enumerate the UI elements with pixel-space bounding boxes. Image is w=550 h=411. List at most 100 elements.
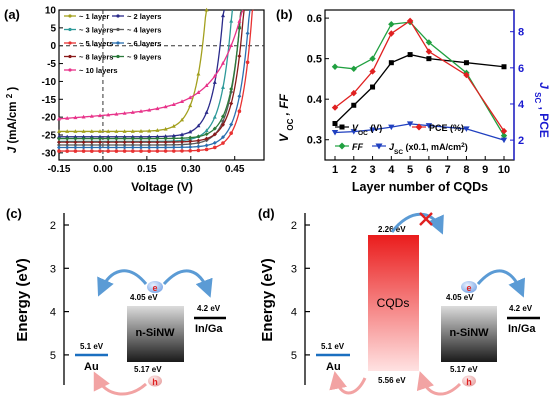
panel-a-curve-marker [237,109,242,113]
panel-a-curve-marker [229,101,234,106]
panel-a-curve-marker [139,136,143,141]
panel-d-blocked-cross-icon [419,212,433,226]
panel-b-ytick-right-label: 4 [518,99,525,111]
panel-b-series-marker [369,55,376,62]
panel-d-hole [462,375,476,387]
panel-b-series-marker [425,48,433,55]
panel-a-curve-marker [81,143,86,148]
panel-d-cb-value: 4.05 eV [446,293,474,302]
panel-d-blocked-electron-arrow [390,212,444,235]
panel-a-curve-marker [171,140,176,145]
panel-a-curve-marker [172,149,176,153]
panel-b-series-marker [331,104,339,111]
panel-a-legend-entry: ~ 4 layers [127,26,161,35]
panel-d-cqd-label: CQDs [377,296,410,310]
panel-d-tick-label: 5 [291,350,297,362]
panel-b-ytick-left-label: 0.6 [307,13,322,25]
panel-b-series-marker [369,127,376,133]
panel-a-curve-marker [163,140,168,145]
panel-a-ytick-label: -25 [42,131,57,142]
panel-b-series-marker [331,130,339,136]
panel-b-ylabel-right-tail: , PCE [537,107,550,138]
panel-a-legend-marker [68,54,72,59]
panel-a-curve-marker [196,90,201,94]
panel-d-sinw-label: n-SiNW [449,327,489,339]
panel-a-curve-marker [147,145,152,150]
panel-a-curve-marker [147,107,152,112]
panel-d-inga-value: 4.2 eV [509,304,533,313]
panel-a-curve-marker [73,115,78,120]
panel-a-curve-marker [73,145,78,150]
panel-a-curve-marker [122,129,127,133]
panel-c-electron-arrow-right [162,269,213,298]
panel-a-curve-marker [221,141,225,145]
panel-a-curve-marker [229,43,234,48]
panel-b-ylabel-left-tail: , FF [277,93,291,116]
panel-a-curve-marker [171,124,176,128]
panel-b-ylabel-left-v: V [277,133,291,142]
panel-a-curve-marker [98,140,102,145]
panel-b-series-line [334,19,505,132]
panel-c-au-label: Au [84,361,99,373]
panel-a-curve-marker [106,145,111,150]
panel-a-curve-marker [114,136,119,141]
panel-c-ticks: 2 3 4 5 [50,220,69,362]
panel-b-series-marker [406,121,414,127]
panel-b-series-marker [463,71,470,79]
panel-c-label: (c) [6,206,22,221]
panel-a-curve-marker [81,129,86,133]
panel-a-xlabel: Voltage (V) [131,180,193,194]
panel-c-tick-label: 2 [50,220,56,232]
panel-a-curve-marker [81,114,86,119]
panel-a-curve-marker [180,149,184,153]
panel-c-vb-value: 5.17 eV [134,365,162,374]
legend-ff: FF [352,142,363,152]
legend-pce: PCE (%) [429,123,464,133]
panel-b-series-marker [388,60,394,66]
panel-a-curve-marker [180,139,184,144]
panel-a-curve-marker [204,143,209,148]
legend-jsc-tail: (x0.1, mA/cm [403,142,461,152]
panel-a-ytick-label: -30 [42,148,57,159]
panel-a-ticks: -0.15 0.00 0.15 0.30 0.45 10 5 0 -5 -10 -15 -20 -25 -… [42,6,245,176]
panel-a-curve-marker [155,106,160,111]
panel-a-curve-marker [89,136,94,141]
panel-b-series-marker [388,30,395,37]
panel-b-label: (b) [276,7,293,22]
panel-a-curve-marker [106,136,111,141]
panel-a-curve-marker [171,133,176,138]
panel-a-ylabel-unit: (mA/cm [7,101,19,143]
panel-a-curve-marker [163,149,168,153]
panel-a-curve-marker [171,136,176,141]
panel-d-hole-arrow-to-au [329,370,367,395]
panel-a-legend-marker [68,14,72,18]
panel-c-cb-value: 4.05 eV [130,293,158,302]
panel-b-series-marker [369,68,376,75]
panel-d-inga-label: In/Ga [508,323,536,335]
panel-b-series-marker [332,121,338,127]
panel-c-hole-arrow [93,371,147,396]
panel-a-curve-marker [98,149,102,153]
legend-voc-v: V [352,123,359,133]
panel-a-ylabel-sup: 2 [5,93,14,98]
panel-a-curve-marker [180,117,184,122]
panel-a-curve-marker [57,149,61,153]
panel-a-curve-marker [163,136,168,141]
panel-a-curve-marker [139,145,143,150]
legend-jsc-j: J [389,142,395,152]
panel-b-ytick-right-label: 6 [518,63,524,75]
panel-a-curve-marker [130,110,135,114]
panel-a-curve-marker [147,149,151,153]
panel-a-curve-marker [204,110,209,114]
panel-a-legend-marker [68,27,72,32]
panel-a-curve-marker [114,145,119,150]
panel-a-legend-marker [116,54,120,59]
panel-a-curve-marker [57,136,61,141]
panel-a-curve-marker [130,134,135,139]
panel-a-curve-marker [237,94,242,99]
panel-a-curve-marker [212,140,217,145]
panel-a-curve-marker [204,147,209,152]
panel-a-curve-marker [196,134,201,139]
